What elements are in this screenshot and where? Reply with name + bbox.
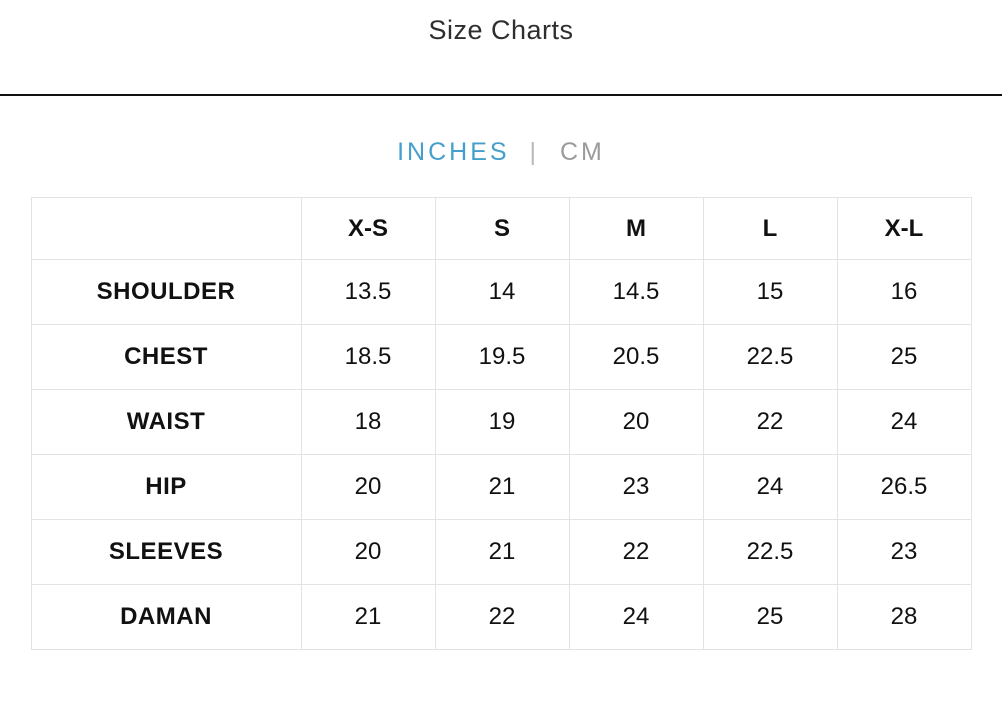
header-cell-empty	[30, 197, 302, 260]
unit-tabs: INCHES | CM	[0, 138, 1002, 167]
table-row-waist: WAIST 18 19 20 22 24	[30, 389, 972, 455]
header-cell-l: L	[702, 197, 838, 260]
table-cell: 26.5	[836, 454, 972, 520]
table-cell: 24	[568, 584, 704, 650]
row-label: SHOULDER	[30, 259, 302, 325]
table-cell: 21	[434, 454, 570, 520]
table-cell: 24	[702, 454, 838, 520]
table-cell: 22	[434, 584, 570, 650]
table-cell: 22.5	[702, 519, 838, 585]
table-cell: 14	[434, 259, 570, 325]
table-cell: 23	[836, 519, 972, 585]
table-cell: 18	[300, 389, 436, 455]
row-label: WAIST	[30, 389, 302, 455]
table-row-daman: DAMAN 21 22 24 25 28	[30, 584, 972, 650]
tab-cm[interactable]: CM	[559, 138, 605, 166]
table-cell: 22.5	[702, 324, 838, 390]
size-chart-table: X-S S M L X-L SHOULDER 13.5 14 14.5 15 1…	[30, 197, 972, 650]
table-cell: 18.5	[300, 324, 436, 390]
table-row-chest: CHEST 18.5 19.5 20.5 22.5 25	[30, 324, 972, 390]
table-cell: 24	[836, 389, 972, 455]
table-cell: 20	[300, 519, 436, 585]
table-cell: 15	[702, 259, 838, 325]
table-cell: 25	[836, 324, 972, 390]
table-cell: 22	[702, 389, 838, 455]
tab-inches[interactable]: INCHES	[397, 138, 510, 166]
table-cell: 21	[300, 584, 436, 650]
row-label: SLEEVES	[30, 519, 302, 585]
header-cell-m: M	[568, 197, 704, 260]
table-cell: 14.5	[568, 259, 704, 325]
table-row-shoulder: SHOULDER 13.5 14 14.5 15 16	[30, 259, 972, 325]
tab-divider: |	[529, 138, 537, 166]
page-title: Size Charts	[428, 15, 574, 45]
row-label: HIP	[30, 454, 302, 520]
table-cell: 16	[836, 259, 972, 325]
header-cell-s: S	[434, 197, 570, 260]
table-row-hip: HIP 20 21 23 24 26.5	[30, 454, 972, 520]
table-cell: 13.5	[300, 259, 436, 325]
table-cell: 28	[836, 584, 972, 650]
table-cell: 23	[568, 454, 704, 520]
table-cell: 20.5	[568, 324, 704, 390]
divider-rule	[0, 94, 1002, 96]
table-cell: 20	[568, 389, 704, 455]
table-cell: 20	[300, 454, 436, 520]
table-cell: 19	[434, 389, 570, 455]
header-cell-xl: X-L	[836, 197, 972, 260]
table-cell: 25	[702, 584, 838, 650]
header-cell-xs: X-S	[300, 197, 436, 260]
table-row-sleeves: SLEEVES 20 21 22 22.5 23	[30, 519, 972, 585]
table-cell: 21	[434, 519, 570, 585]
row-label: DAMAN	[30, 584, 302, 650]
table-cell: 22	[568, 519, 704, 585]
table-cell: 19.5	[434, 324, 570, 390]
table-header-row: X-S S M L X-L	[30, 197, 972, 260]
row-label: CHEST	[30, 324, 302, 390]
